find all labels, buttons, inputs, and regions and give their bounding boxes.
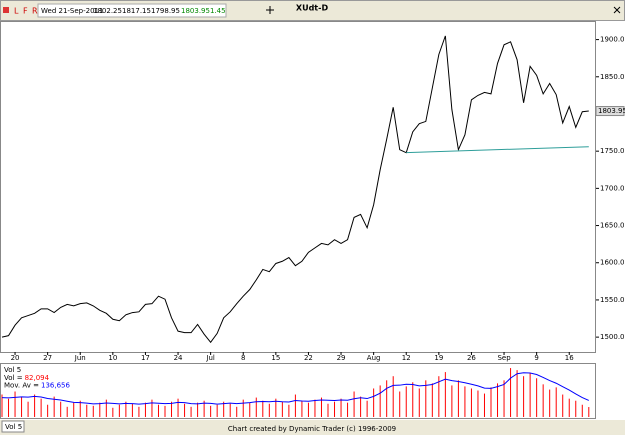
y-tick-label: 1650.00 [600,222,625,230]
volume-title: Vol 5 [4,366,21,374]
header-open: 1802.25 [93,7,122,15]
header-high: 1817.15 [122,7,151,15]
x-tick-label: 22 [304,354,313,362]
y-tick-label: 1850.00 [600,73,625,81]
x-tick-label: Jun [74,354,86,362]
x-tick-label: Sep [497,354,511,362]
x-tick-label: Jul [205,354,215,362]
x-tick-label: Aug [367,354,381,362]
x-tick-label: 10 [108,354,117,362]
volume-panel [0,363,596,419]
x-tick-label: 24 [174,354,183,362]
price-panel [0,21,596,353]
legend-name: Mov. Av = [4,382,39,390]
add-button[interactable] [266,6,274,14]
moving-average [1,372,589,405]
x-tick-label: 8 [241,354,245,362]
legend-value: 82,094 [25,374,50,382]
header-close: 1803.95 [181,7,210,15]
y-tick-label: 1550.00 [600,296,625,304]
x-tick-label: 19 [434,354,443,362]
last-price-label: 1803.95 [598,107,625,115]
x-tick-label: 29 [337,354,346,362]
x-tick-label: 12 [402,354,411,362]
trendline [406,146,589,154]
legend-name: Vol = [4,374,23,382]
icon[interactable] [3,7,9,13]
y-tick-label: 1700.00 [600,184,625,192]
y-tick-label: 1500.00 [600,333,625,341]
header-box [37,3,227,18]
footer: Chart created by Dynamic Trader (c) 1996… [228,425,396,433]
legend-value: 136,656 [41,382,70,390]
x-tick-label: 20 [11,354,20,362]
close-button[interactable] [613,6,621,14]
chart-title: XUdt-D [296,4,329,13]
last-price-marker [595,106,625,117]
toolbar-button[interactable]: F [23,7,28,16]
x-tick-label: 15 [271,354,280,362]
header-low: 1798.95 [151,7,180,15]
x-tick-label: 26 [467,354,476,362]
x-tick-label: 16 [565,354,574,362]
price-line [1,35,589,344]
x-tick-label: 27 [43,354,52,362]
y-tick-label: 1600.00 [600,259,625,267]
header-change: 1.45 [210,7,226,15]
toolbar-button[interactable]: R [32,7,38,16]
legend-entry: Vol = 82,094 [4,374,50,382]
status-bar [0,420,625,435]
x-tick-label: 17 [141,354,150,362]
x-tick-label: 9 [534,354,538,362]
toolbar-button[interactable]: L [14,7,19,16]
y-tick-label: 1750.00 [600,147,625,155]
header-date: Wed 21-Sep-2011 [41,7,103,15]
legend-entry: Mov. Av = 136,656 [4,382,70,390]
panel-tab[interactable] [1,420,25,433]
panel-tab-label[interactable]: Vol 5 [5,423,22,431]
y-tick-label: 1900.00 [600,36,625,44]
